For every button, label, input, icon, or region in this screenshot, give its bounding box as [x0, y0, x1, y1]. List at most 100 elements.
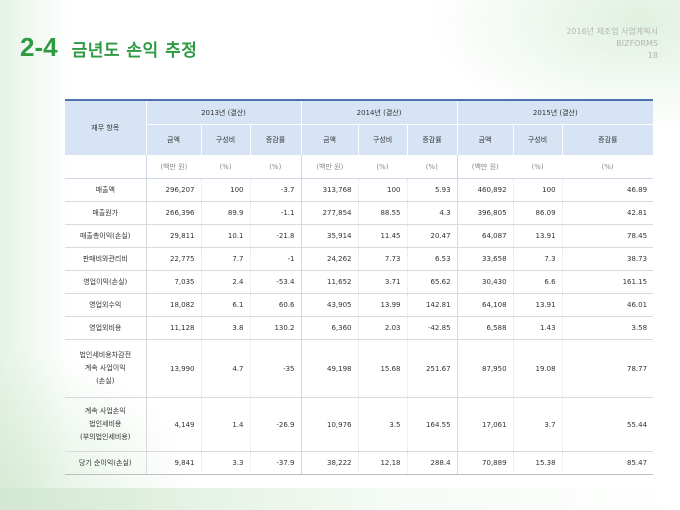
row-label-line: 매출원가: [92, 209, 119, 217]
table-cell: 38,222: [300, 451, 359, 475]
table-row: 판매비와관리비 22,775 7.7 -1 24,262 7.73 6.53 33,658 7.…: [65, 247, 654, 271]
unit-cell: (백만 원): [145, 155, 201, 179]
table-cell: 4.3: [406, 201, 458, 225]
unit-cell: (백만 원): [300, 155, 359, 179]
table-cell: 65.62: [406, 270, 458, 294]
table-row: 영업외수익 18,082 6.1 60.6 43,905 13.99 142.81 64,10…: [65, 293, 654, 317]
table-row: 영업외비용 11,128 3.8 130.2 6,360 2.03 -42.85 6,588 1…: [65, 316, 654, 340]
table-cell: 1.4: [200, 397, 250, 452]
table-cell: 313,768: [300, 178, 359, 202]
table-body: 매출액 296,207 100 -3.7 313,768 100 5.93 460,892 10…: [65, 178, 654, 475]
income-statement-table: 재무 항목 2013년 (결산) 2014년 (결산) 2015년 (결산) 금…: [65, 99, 654, 475]
table-cell: 3.7: [512, 397, 563, 452]
table-cell: 17,061: [456, 397, 514, 452]
row-label-line: 법인세비용차감전: [79, 351, 132, 359]
table-cell: 24,262: [300, 247, 359, 271]
table-cell: 13.91: [512, 224, 563, 248]
table-row: 매출원가 266,396 89.9 -1.1 277,854 88.55 4.3 396,80…: [65, 201, 654, 225]
table-cell: 6.53: [406, 247, 458, 271]
table-cell: 15.38: [512, 451, 563, 475]
table-cell: 396,805: [456, 201, 514, 225]
table-cell: 460,892: [456, 178, 514, 202]
row-header-label: 재무 항목: [65, 99, 147, 155]
column-header: 증감률: [406, 124, 458, 155]
table-cell: 251.67: [406, 339, 458, 398]
table-cell: 100: [357, 178, 408, 202]
table-cell: 7.7: [200, 247, 250, 271]
table-cell: 11.45: [357, 224, 408, 248]
table-cell: 161.15: [561, 270, 654, 294]
row-label-line: 계속 사업손익: [84, 407, 126, 415]
row-label-line: 법인세비용: [89, 420, 122, 428]
row-label: 매출원가: [65, 201, 146, 225]
table-cell: 5.93: [406, 178, 458, 202]
unit-cell: (%): [562, 155, 654, 179]
unit-cell: (%): [201, 155, 250, 179]
table-cell: 164.55: [406, 397, 458, 452]
brand-label: BIZFORMS: [616, 39, 658, 48]
table-cell: 11,652: [300, 270, 359, 294]
row-label-line: 영업외수익: [89, 301, 122, 309]
column-header: 금액: [146, 124, 201, 155]
table-cell: 7,035: [145, 270, 201, 294]
document-title: 2016년 제조업 사업계획서: [566, 27, 658, 36]
table-cell: 46.89: [561, 178, 654, 202]
table-cell: 3.8: [200, 316, 250, 340]
table-row: 매출총이익(손실) 29,811 10.1 -21.8 35,914 11.45 20.47…: [65, 224, 654, 248]
table-cell: 4,149: [145, 397, 201, 452]
row-label-line: 매출액: [95, 186, 115, 194]
row-label-line: (손실): [96, 377, 115, 385]
table-cell: 18,082: [145, 293, 201, 317]
row-label: 영업이익(손실): [65, 270, 146, 294]
table-row: 법인세비용차감전 계속 사업이익 (손실) 13,990 4.7 -35 49,198 15.…: [65, 339, 654, 398]
column-header: 구성비: [357, 124, 408, 155]
row-label-line: 당기 순이익(손실): [78, 459, 132, 467]
unit-cell: (백만 원): [456, 155, 514, 179]
unit-row: (백만 원) (%) (%) (백만 원) (%) (%) (백만 원) (%) (%): [65, 155, 654, 179]
table-cell: 142.81: [406, 293, 458, 317]
row-label: 영업외비용: [65, 316, 146, 340]
unit-cell: (%): [358, 155, 408, 179]
table-cell: 43,905: [300, 293, 359, 317]
table-cell: 13,990: [145, 339, 201, 398]
row-label: 영업외수익: [65, 293, 146, 317]
table-cell: 100: [512, 178, 563, 202]
table-row: 당기 순이익(손실) 9,841 3.3 -37.9 38,222 12.18 288.4 7…: [65, 451, 654, 475]
table-cell: -42.85: [406, 316, 458, 340]
table-cell: 78.45: [561, 224, 654, 248]
table-cell: 30,430: [456, 270, 514, 294]
slide-title: 2-4 금년도 손익 추정: [20, 32, 197, 63]
table-cell: 11,128: [145, 316, 201, 340]
row-label: 당기 순이익(손실): [65, 451, 146, 475]
table-row: 계속 사업손익 법인세비용 (부의법인세비용) 4,149 1.4 -26.9 10,976…: [65, 397, 654, 452]
row-label-line: 영업이익(손실): [83, 278, 128, 286]
table-cell: 35,914: [300, 224, 359, 248]
table-cell: -53.4: [249, 270, 302, 294]
table-cell: 3.58: [561, 316, 654, 340]
table-cell: 288.4: [406, 451, 458, 475]
column-header: 구성비: [512, 124, 563, 155]
table-cell: -21.8: [249, 224, 302, 248]
row-label: 계속 사업손익 법인세비용 (부의법인세비용): [65, 397, 146, 452]
table-cell: 55.44: [561, 397, 654, 452]
table-row: 영업이익(손실) 7,035 2.4 -53.4 11,652 3.71 65.62 30,4…: [65, 270, 654, 294]
row-label-line: 계속 사업이익: [84, 364, 126, 372]
unit-cell: (%): [513, 155, 563, 179]
table-cell: 1.43: [512, 316, 563, 340]
row-label-line: 매출총이익(손실): [79, 232, 131, 240]
year-header-row: 재무 항목 2013년 (결산) 2014년 (결산) 2015년 (결산): [65, 99, 654, 155]
table-cell: -1: [249, 247, 302, 271]
row-label-line: 판매비와관리비: [82, 255, 128, 263]
column-header: 금액: [300, 124, 359, 155]
table-cell: -3.7: [249, 178, 302, 202]
table-cell: 89.9: [200, 201, 250, 225]
table-cell: 78.77: [561, 339, 654, 398]
table-cell: 9,841: [145, 451, 201, 475]
table-cell: 6,588: [456, 316, 514, 340]
table-cell: 64,087: [456, 224, 514, 248]
table-cell: 87,950: [456, 339, 514, 398]
table-cell: 6.1: [200, 293, 250, 317]
table-cell: 86.09: [512, 201, 563, 225]
column-header: 금액: [456, 124, 514, 155]
table-cell: -35: [249, 339, 302, 398]
